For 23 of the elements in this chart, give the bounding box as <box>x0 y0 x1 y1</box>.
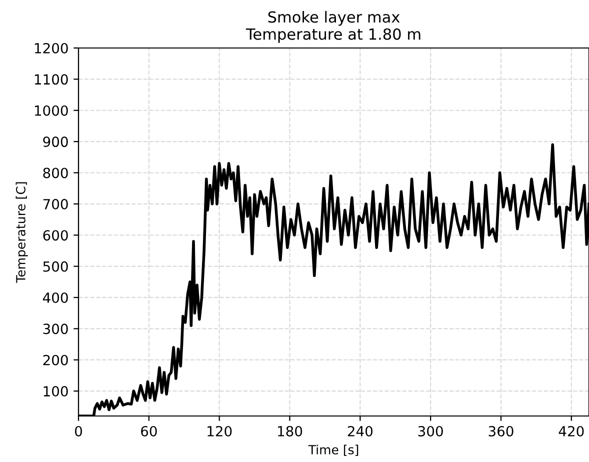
x-tick-label: 60 <box>141 426 157 436</box>
chart-title: Smoke layer max Temperature at 1.80 m <box>246 10 420 43</box>
y-tick-label: 800 <box>43 168 68 178</box>
x-tick-label: 120 <box>208 426 232 436</box>
x-tick-label: 360 <box>488 426 514 436</box>
x-axis-title: Time [s] <box>308 444 358 456</box>
y-tick-label: 700 <box>43 198 68 210</box>
x-tick-label: 420 <box>558 426 584 436</box>
y-tick-label: 1100 <box>34 74 68 85</box>
y-tick-label: 300 <box>43 324 68 334</box>
y-tick-label: 1000 <box>34 105 68 116</box>
y-tick-label: 600 <box>43 230 68 241</box>
y-tick-label: 500 <box>43 261 68 272</box>
x-tick-label: 180 <box>278 426 302 436</box>
y-tick-label: 900 <box>43 136 68 148</box>
x-tick-label: 300 <box>418 426 443 436</box>
x-tick-label: 240 <box>348 426 372 436</box>
y-tick-label: 200 <box>43 354 68 366</box>
y-tick-label: 100 <box>44 386 68 397</box>
y-tick-label: 400 <box>42 292 68 303</box>
y-axis-title: Temperature [C] <box>16 182 28 283</box>
y-tick-label: 1200 <box>34 42 68 54</box>
x-tick-label: 0 <box>74 426 82 436</box>
